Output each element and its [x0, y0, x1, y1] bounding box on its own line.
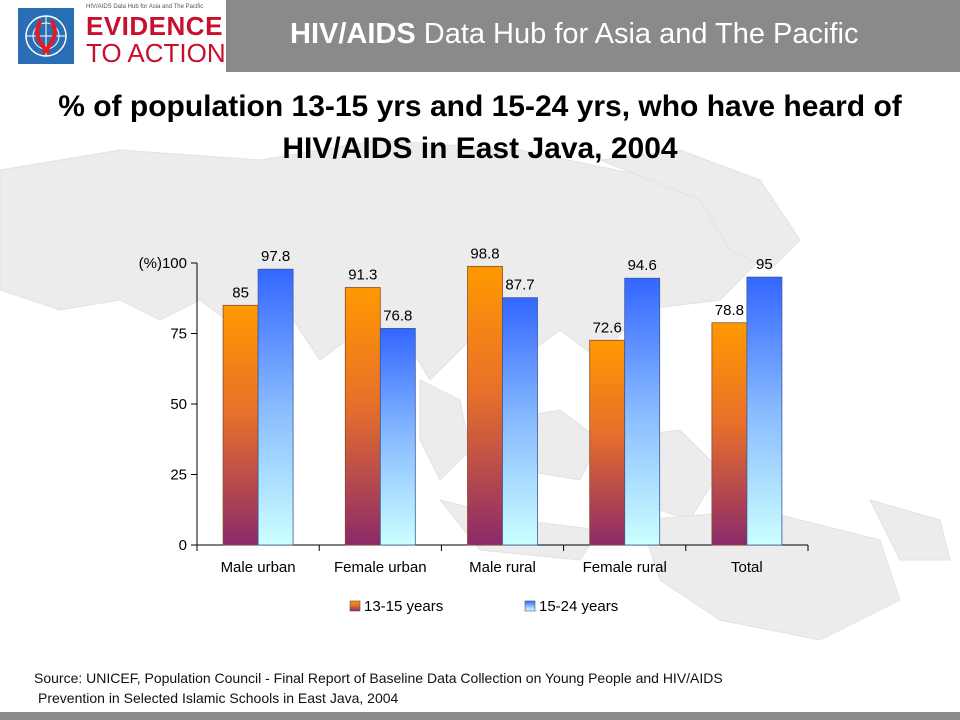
x-category-label: Male rural — [469, 559, 536, 576]
bar — [502, 297, 538, 546]
data-labels: 85 91.3 98.8 72.6 78.8 97.8 76.8 87.7 94.6 95 — [232, 245, 772, 336]
legend-swatch — [349, 600, 361, 612]
y-axis: 0 25 50 75 (%)100 — [139, 255, 198, 554]
data-label: 85 — [232, 284, 249, 301]
data-label: 87.7 — [505, 277, 534, 294]
slide-title: % of population 13-15 yrs and 15-24 yrs,… — [58, 90, 902, 165]
bar — [222, 304, 259, 546]
footer-band — [0, 712, 960, 720]
source-note: Source: UNICEF, Population Council - Fin… — [34, 668, 894, 708]
y-tick-label: 75 — [170, 326, 187, 343]
bar — [379, 328, 416, 546]
x-category-label: Male urban — [221, 559, 296, 576]
source-line-2: Prevention in Selected Islamic Schools i… — [38, 690, 399, 706]
data-label: 78.8 — [715, 302, 744, 319]
data-label: 72.6 — [593, 319, 622, 336]
legend-swatch — [524, 600, 536, 612]
header-band: HIV/AIDS Data Hub for Asia and The Pacif… — [0, 0, 960, 72]
x-category-label: Female rural — [583, 559, 667, 576]
y-tick-label: 25 — [170, 467, 187, 484]
logo-evidence-text: EVIDENCE — [86, 11, 223, 41]
bar — [711, 322, 748, 546]
data-label: 95 — [756, 256, 773, 273]
legend-label: 13-15 years — [364, 598, 443, 615]
hub-title-bold: HIV/AIDS — [290, 18, 416, 50]
y-tick-label: 50 — [170, 396, 187, 413]
bar — [257, 268, 294, 546]
hub-title-rest: Data Hub for Asia and The Pacific — [415, 18, 859, 50]
bar — [344, 287, 381, 546]
data-label: 94.6 — [628, 257, 657, 274]
bar — [624, 277, 661, 546]
data-label: 98.8 — [470, 245, 499, 262]
bar — [467, 265, 503, 546]
legend: 13-15 years 15-24 years — [349, 598, 618, 615]
logo-tagline: HIV/AIDS Data Hub for Asia and The Pacif… — [86, 4, 204, 10]
bars — [222, 265, 783, 546]
data-label: 97.8 — [261, 248, 290, 265]
x-axis: Male urban Female urban Male rural Female r… — [196, 544, 809, 576]
bar — [589, 339, 626, 546]
hub-title: HIV/AIDS Data Hub for Asia and The Pacif… — [290, 18, 858, 51]
x-category-label: Female urban — [334, 559, 427, 576]
y-tick-label: 0 — [179, 537, 187, 554]
y-tick-label: (%)100 — [139, 255, 187, 272]
source-line-1: Source: UNICEF, Population Council - Fin… — [34, 670, 723, 686]
bar — [746, 276, 783, 546]
logo: HIV/AIDS Data Hub for Asia and The Pacif… — [0, 0, 226, 72]
un-emblem-icon — [18, 8, 74, 64]
x-category-label: Total — [731, 559, 763, 576]
legend-label: 15-24 years — [539, 598, 618, 615]
data-label: 91.3 — [348, 267, 377, 284]
logo-to-action-text: TO ACTION — [86, 38, 226, 68]
data-label: 76.8 — [383, 307, 412, 324]
